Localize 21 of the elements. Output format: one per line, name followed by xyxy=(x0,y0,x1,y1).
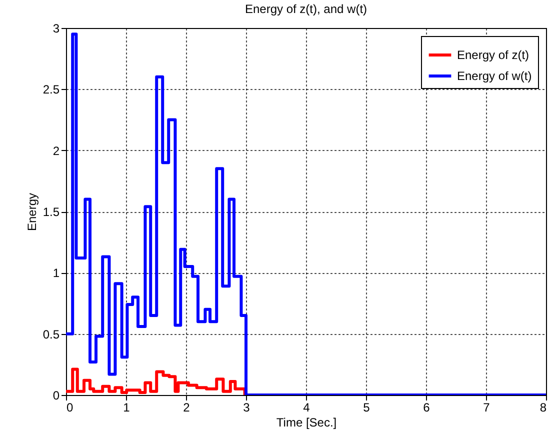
x-tick-label: 1 xyxy=(123,400,130,414)
x-tick-label: 3 xyxy=(243,400,250,414)
x-tick-label: 5 xyxy=(363,400,370,414)
y-tick-label: 0 xyxy=(52,388,60,402)
y-tick-label: 1 xyxy=(52,266,60,280)
y-tick-label: 1.5 xyxy=(42,205,60,219)
legend-label: Energy of w(t) xyxy=(457,69,532,83)
y-axis-title: Energy xyxy=(24,192,39,232)
x-tick-label: 4 xyxy=(303,400,310,414)
y-tick-label: 2 xyxy=(52,144,60,158)
x-axis-title: Time [Sec.] xyxy=(276,416,337,430)
x-tick-label: 2 xyxy=(183,400,190,414)
x-tick-label: 0 xyxy=(66,400,74,414)
legend-label: Energy of z(t) xyxy=(457,48,530,62)
y-tick-label: 0.5 xyxy=(42,327,60,342)
chart-title: Energy of z(t), and w(t) xyxy=(244,2,368,16)
x-tick-label: 6 xyxy=(423,400,430,414)
x-tick-label: 7 xyxy=(483,400,490,414)
x-tick-label: 8 xyxy=(540,400,547,414)
y-tick-label: 2.5 xyxy=(42,82,60,97)
y-tick-label: 3 xyxy=(52,22,60,36)
